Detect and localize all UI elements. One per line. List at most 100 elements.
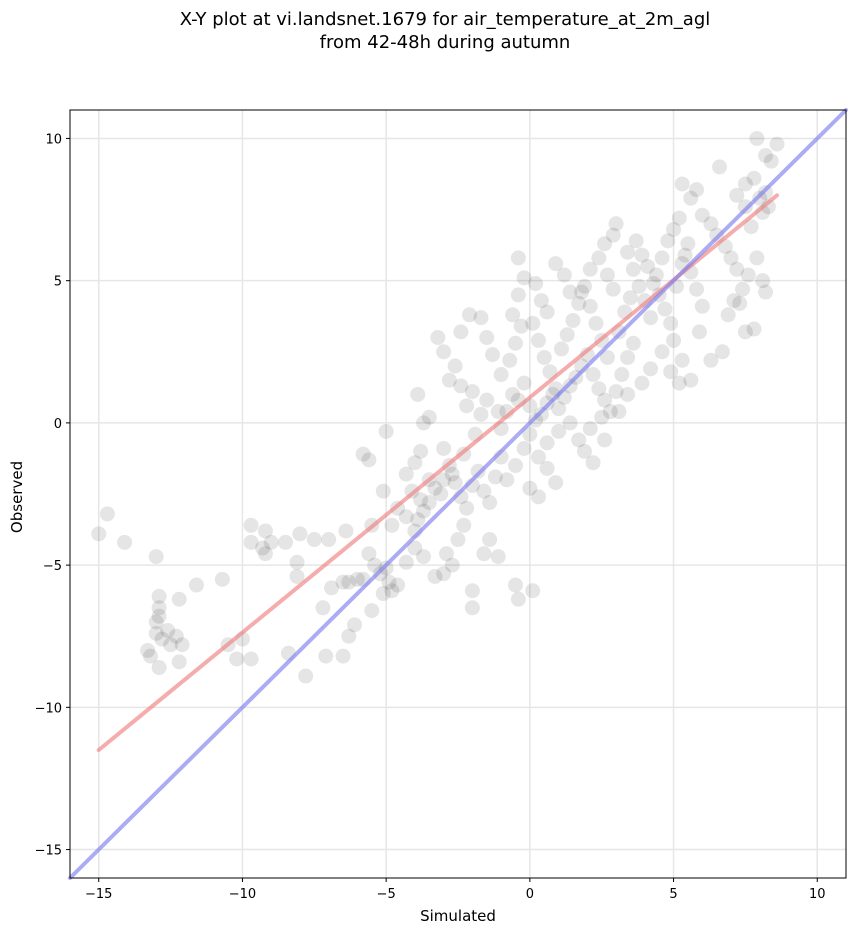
data-point (229, 651, 245, 667)
data-point (482, 495, 498, 511)
data-point (525, 583, 541, 599)
data-point (427, 480, 443, 496)
data-point (99, 506, 115, 522)
data-point (148, 625, 164, 641)
data-point (324, 580, 340, 596)
data-point (539, 460, 555, 476)
data-point (559, 327, 575, 343)
data-point (645, 276, 661, 292)
data-point (594, 409, 610, 425)
data-point (243, 651, 259, 667)
data-point (341, 574, 357, 590)
data-point (666, 221, 682, 237)
data-point (516, 270, 532, 286)
data-point (171, 591, 187, 607)
data-point (505, 386, 521, 402)
axis-ticks: −15 −10 −5 0 5 10 −15 −10 −5 0 5 10 (35, 132, 826, 902)
data-point (620, 244, 636, 260)
data-point (737, 324, 753, 340)
data-point (654, 250, 670, 266)
data-point (683, 190, 699, 206)
data-point (614, 367, 630, 383)
data-point (530, 489, 546, 505)
data-point (315, 600, 331, 616)
x-tick-label: −10 (229, 887, 256, 902)
data-point (243, 517, 259, 533)
grid-lines (70, 110, 846, 878)
data-point (151, 600, 167, 616)
data-point (384, 583, 400, 599)
data-point (421, 495, 437, 511)
data-point (444, 466, 460, 482)
data-point (599, 349, 615, 365)
data-point (729, 261, 745, 277)
data-point (398, 509, 414, 525)
data-point (142, 648, 158, 664)
y-tick-label: −15 (35, 844, 62, 859)
data-point (444, 557, 460, 573)
y-tick-label: −5 (43, 559, 62, 574)
data-point (214, 571, 230, 587)
identity-line (68, 108, 848, 880)
data-point (758, 148, 774, 164)
data-point (553, 341, 569, 357)
data-point (703, 216, 719, 232)
data-point (763, 153, 779, 169)
data-point (611, 404, 627, 420)
data-point (582, 298, 598, 314)
chart-title: X-Y plot at vi.landsnet.1679 for air_tem… (179, 9, 711, 30)
data-point (576, 443, 592, 459)
data-point (746, 321, 762, 337)
data-point (361, 452, 377, 468)
data-point (565, 312, 581, 328)
data-point (410, 386, 426, 402)
data-point (456, 517, 472, 533)
data-point (556, 267, 572, 283)
data-point (436, 566, 452, 582)
data-point (188, 577, 204, 593)
data-point (355, 446, 371, 462)
data-point (737, 176, 753, 192)
data-point (375, 483, 391, 499)
data-point (490, 549, 506, 565)
data-point (660, 233, 676, 249)
data-point (539, 435, 555, 451)
data-point (714, 344, 730, 360)
y-tick-label: 10 (45, 132, 62, 147)
data-point (338, 523, 354, 539)
data-point (473, 310, 489, 326)
data-point (769, 136, 785, 152)
y-tick-label: 0 (54, 417, 62, 432)
data-point (530, 332, 546, 348)
x-tick-label: −15 (85, 887, 112, 902)
x-tick-label: −5 (377, 887, 396, 902)
data-point (479, 330, 495, 346)
data-point (597, 236, 613, 252)
data-point (416, 549, 432, 565)
data-point (582, 421, 598, 437)
data-point (427, 568, 443, 584)
data-point (634, 247, 650, 263)
data-point (536, 349, 552, 365)
data-point (163, 637, 179, 653)
data-point (599, 267, 615, 283)
data-point (608, 384, 624, 400)
data-point (398, 466, 414, 482)
data-point (349, 571, 365, 587)
data-point (720, 307, 736, 323)
data-point (292, 526, 308, 542)
y-tick-label: −10 (35, 701, 62, 716)
data-point (510, 591, 526, 607)
data-point (677, 247, 693, 263)
data-point (335, 648, 351, 664)
data-point (490, 404, 506, 420)
data-point (459, 500, 475, 516)
data-point (91, 526, 107, 542)
data-point (625, 335, 641, 351)
data-point (689, 281, 705, 297)
data-point (516, 440, 532, 456)
data-point (257, 523, 273, 539)
data-point (321, 532, 337, 548)
data-point (703, 352, 719, 368)
data-point (528, 276, 544, 292)
